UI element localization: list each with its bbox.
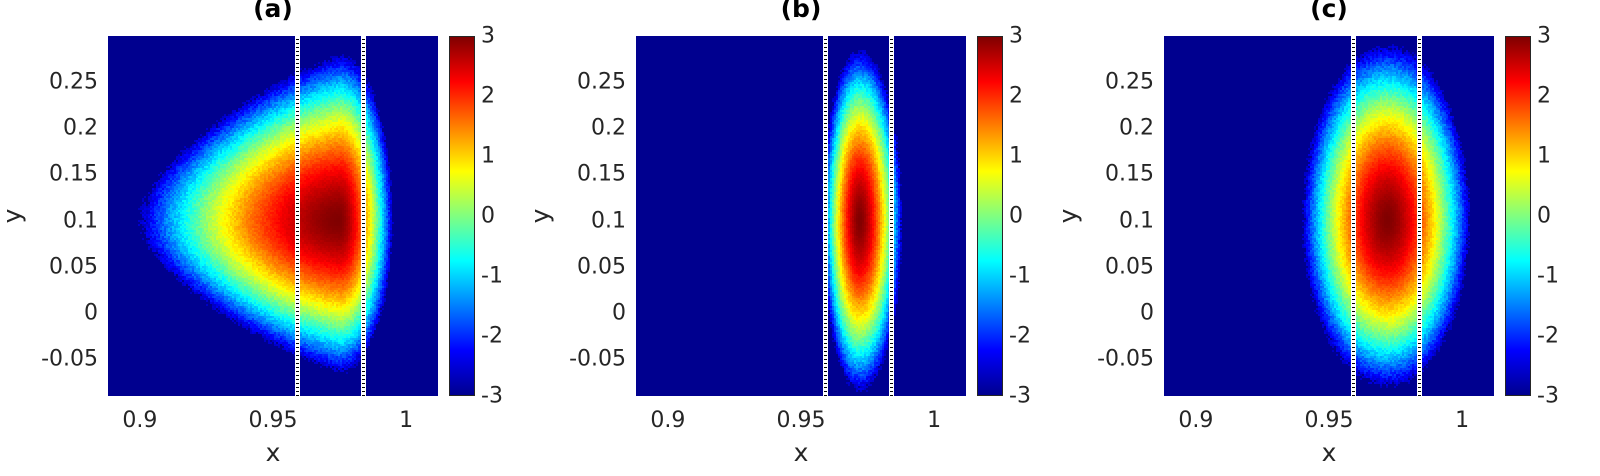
x-axis-label: x xyxy=(265,438,281,467)
x-tick-label: 0.9 xyxy=(1178,408,1214,433)
heatmap-image xyxy=(1164,36,1494,396)
colorbar-tick-label: -3 xyxy=(481,383,503,409)
y-axis-label: y xyxy=(525,208,555,224)
heatmap-plot-area xyxy=(636,36,966,396)
y-tick-label: 0.1 xyxy=(591,208,626,234)
x-tick-label: 1 xyxy=(1455,408,1470,433)
colorbar-tick-label: -3 xyxy=(1009,383,1031,409)
y-tick-label: 0.25 xyxy=(1105,69,1154,95)
colorbar-tick-label: -2 xyxy=(1009,323,1031,349)
cut-line xyxy=(822,36,828,396)
y-tick-label: -0.05 xyxy=(569,346,626,372)
colorbar-tick-label: 0 xyxy=(1009,203,1023,229)
y-tick-label: 0.15 xyxy=(1105,161,1154,187)
chart-panel: (a) 0.9 0.95 1 0.25 0.2 0.15 0.1 0.05 0 -0.05 x y 3 2 1… xyxy=(0,0,530,476)
colorbar-tick-label: 3 xyxy=(481,23,495,49)
y-tick-label: -0.05 xyxy=(1097,346,1154,372)
y-tick-label: 0.2 xyxy=(1119,115,1154,141)
cut-line xyxy=(1417,36,1423,396)
x-axis-label: x xyxy=(1321,438,1337,467)
colorbar-tick-label: 2 xyxy=(1537,83,1551,109)
y-tick-label: 0.1 xyxy=(1119,208,1154,234)
x-tick-label: 0.9 xyxy=(122,408,158,433)
colorbar-tick-label: 2 xyxy=(481,83,495,109)
colorbar-tick-label: -1 xyxy=(1009,263,1031,289)
x-tick-label: 1 xyxy=(927,408,942,433)
colorbar-tick-label: 3 xyxy=(1009,23,1023,49)
x-tick-label: 0.9 xyxy=(650,408,686,433)
colorbar xyxy=(449,36,475,396)
cut-line xyxy=(889,36,895,396)
heatmap-plot-area xyxy=(1164,36,1494,396)
colorbar-tick-label: -2 xyxy=(481,323,503,349)
y-tick-label: 0.2 xyxy=(63,115,98,141)
colorbar-tick-label: -2 xyxy=(1537,323,1559,349)
y-axis-label: y xyxy=(0,208,27,224)
cut-line xyxy=(361,36,367,396)
y-tick-label: 0.15 xyxy=(49,161,98,187)
colorbar xyxy=(1505,36,1531,396)
y-tick-label: 0 xyxy=(84,300,98,326)
heatmap-image xyxy=(108,36,438,396)
x-axis-label: x xyxy=(793,438,809,467)
x-tick-label: 0.95 xyxy=(776,408,826,433)
y-tick-label: 0.05 xyxy=(1105,254,1154,280)
x-tick-label: 1 xyxy=(399,408,414,433)
y-tick-label: 0.25 xyxy=(577,69,626,95)
chart-title: (c) xyxy=(1310,0,1348,23)
y-tick-label: 0.05 xyxy=(49,254,98,280)
heatmap-plot-area xyxy=(108,36,438,396)
colorbar-tick-label: 0 xyxy=(481,203,495,229)
colorbar-tick-label: -3 xyxy=(1537,383,1559,409)
colorbar-tick-label: -1 xyxy=(1537,263,1559,289)
colorbar-tick-label: 3 xyxy=(1537,23,1551,49)
y-tick-label: 0.25 xyxy=(49,69,98,95)
y-tick-label: 0 xyxy=(1140,300,1154,326)
y-tick-label: 0.2 xyxy=(591,115,626,141)
y-tick-label: -0.05 xyxy=(41,346,98,372)
x-tick-label: 0.95 xyxy=(248,408,298,433)
chart-title: (b) xyxy=(780,0,822,23)
chart-title: (a) xyxy=(253,0,293,23)
colorbar-tick-label: 1 xyxy=(1009,143,1023,169)
colorbar-tick-label: 0 xyxy=(1537,203,1551,229)
cut-line xyxy=(294,36,300,396)
heatmap-image xyxy=(636,36,966,396)
y-tick-label: 0 xyxy=(612,300,626,326)
colorbar-tick-label: 2 xyxy=(1009,83,1023,109)
colorbar xyxy=(977,36,1003,396)
y-tick-label: 0.05 xyxy=(577,254,626,280)
x-tick-label: 0.95 xyxy=(1304,408,1354,433)
chart-panel: (b) 0.9 0.95 1 0.25 0.2 0.15 0.1 0.05 0 -0.05 x y 3 2 1… xyxy=(525,0,1058,476)
colorbar-tick-label: 1 xyxy=(481,143,495,169)
colorbar-tick-label: 1 xyxy=(1537,143,1551,169)
chart-panel: (c) 0.9 0.95 1 0.25 0.2 0.15 0.1 0.05 0 -0.05 x y 3 2 1… xyxy=(1053,0,1586,476)
y-axis-label: y xyxy=(1053,208,1083,224)
colorbar-tick-label: -1 xyxy=(481,263,503,289)
y-tick-label: 0.15 xyxy=(577,161,626,187)
cut-line xyxy=(1350,36,1356,396)
y-tick-label: 0.1 xyxy=(63,208,98,234)
